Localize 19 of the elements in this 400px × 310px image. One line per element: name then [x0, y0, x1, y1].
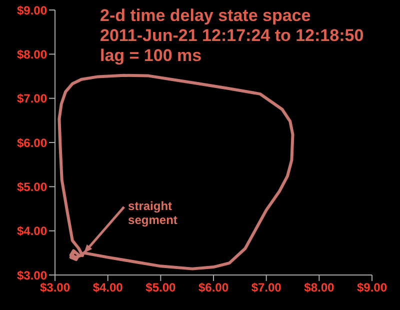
line-series — [58, 74, 294, 270]
y-tick-label: $6.00 — [16, 136, 48, 150]
x-tick-label: $9.00 — [356, 280, 388, 295]
x-tick-label: $7.00 — [251, 280, 282, 295]
x-tick-label: $6.00 — [198, 280, 229, 295]
y-tick-label: $3.00 — [16, 268, 48, 282]
x-tick-label: $8.00 — [304, 280, 335, 295]
y-tick-label: $9.00 — [16, 3, 48, 18]
text: 2011-Jun-21 12:17:24 to 12:18:50 — [100, 26, 364, 46]
y-tick-label: $8.00 — [16, 47, 48, 62]
x-tick-label: $5.00 — [146, 280, 176, 295]
x-tick-label: $4.00 — [92, 280, 124, 295]
y-tick-label: $4.00 — [16, 224, 48, 238]
chart-title: 2-d time delay state space — [100, 6, 312, 26]
annotation: straight segment — [128, 198, 178, 227]
annotation: lag = 100 ms — [100, 46, 203, 66]
x-tick-label: $3.00 — [40, 280, 70, 295]
y-tick-label: $7.00 — [16, 92, 48, 106]
y-tick-label: $5.00 — [16, 180, 48, 194]
